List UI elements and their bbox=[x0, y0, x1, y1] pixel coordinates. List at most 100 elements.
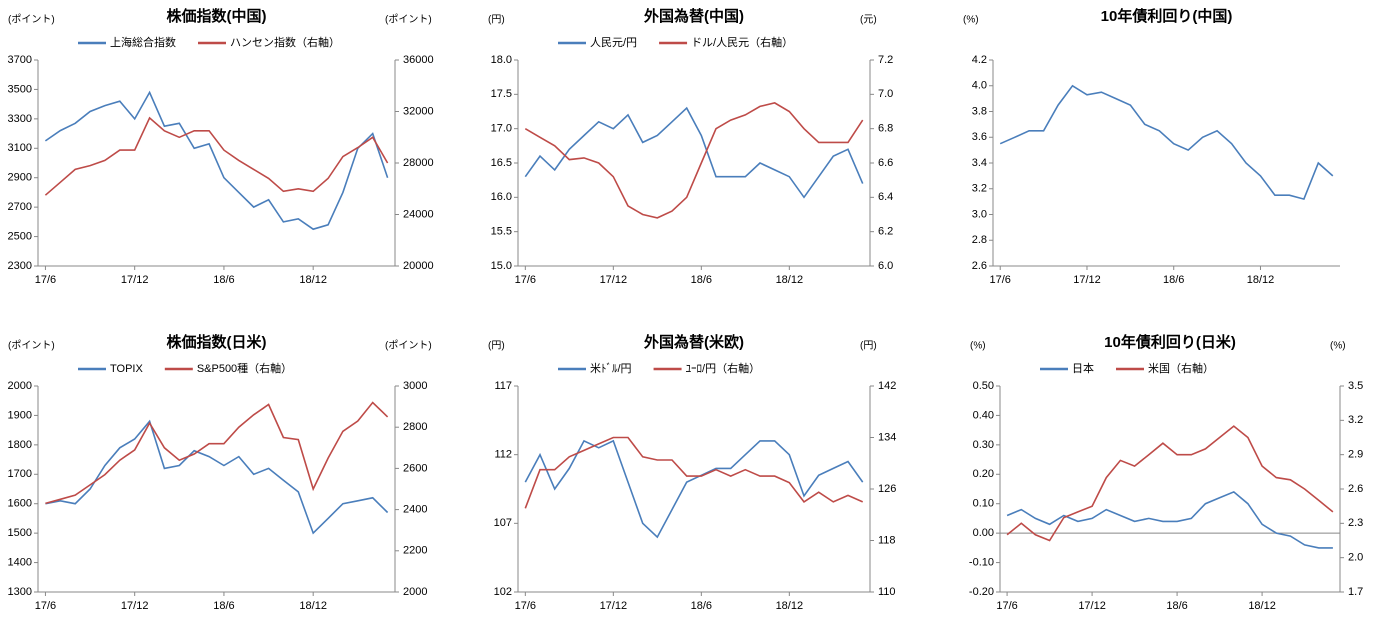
y-tick-label: 0.00 bbox=[973, 527, 994, 539]
y2-tick-label: 3000 bbox=[403, 380, 427, 392]
y-tick-label: 2300 bbox=[8, 260, 32, 272]
y2-tick-label: 1.7 bbox=[1348, 586, 1363, 598]
y-axis-label: (円) bbox=[488, 15, 505, 26]
y2-tick-label: 36000 bbox=[403, 54, 434, 66]
y2-axis-label: (%) bbox=[1330, 341, 1346, 352]
y-axis-label: (ポイント) bbox=[8, 14, 55, 26]
x-tick-label: 17/12 bbox=[600, 274, 628, 286]
y2-tick-label: 2.0 bbox=[1348, 552, 1363, 564]
y-tick-label: 3.2 bbox=[972, 183, 987, 195]
y2-tick-label: 24000 bbox=[403, 208, 434, 220]
chart-title: 株価指数(中国) bbox=[167, 7, 267, 25]
y2-tick-label: 2200 bbox=[403, 545, 427, 557]
series-line bbox=[45, 419, 389, 535]
x-tick-label: 18/12 bbox=[1248, 600, 1276, 612]
y2-tick-label: 7.2 bbox=[878, 54, 893, 66]
x-tick-label: 18/6 bbox=[691, 600, 712, 612]
y-tick-label: 3100 bbox=[8, 142, 32, 154]
legend-label: 上海総合指数 bbox=[110, 35, 176, 49]
y-tick-label: 102 bbox=[494, 586, 512, 598]
legend-label: ﾕｰﾛ/円（右軸） bbox=[686, 361, 761, 375]
y2-tick-label: 20000 bbox=[403, 260, 434, 272]
series-line bbox=[44, 116, 389, 196]
y-tick-label: 107 bbox=[494, 517, 512, 529]
y-axis-label: (%) bbox=[963, 15, 979, 26]
y-tick-label: 18.0 bbox=[491, 54, 512, 66]
y-tick-label: -0.20 bbox=[969, 586, 994, 598]
legend-label: 日本 bbox=[1072, 361, 1094, 375]
x-tick-label: 18/6 bbox=[1163, 274, 1184, 286]
y2-tick-label: 2800 bbox=[403, 421, 427, 433]
y-tick-label: 16.0 bbox=[491, 191, 512, 203]
y-tick-label: 0.20 bbox=[973, 468, 994, 480]
y2-tick-label: 118 bbox=[878, 534, 896, 546]
chart-title: 10年債利回り(日米) bbox=[1104, 333, 1236, 351]
series-line bbox=[999, 84, 1334, 201]
y-tick-label: 112 bbox=[494, 449, 512, 461]
series-line bbox=[1006, 490, 1333, 549]
y2-tick-label: 6.4 bbox=[878, 191, 893, 203]
series-line bbox=[1006, 425, 1334, 542]
legend-label: 人民元/円 bbox=[590, 36, 637, 49]
y-tick-label: 15.0 bbox=[491, 260, 512, 272]
y-tick-label: 3.6 bbox=[972, 131, 987, 143]
x-tick-label: 18/6 bbox=[213, 274, 234, 286]
y2-tick-label: 2000 bbox=[403, 586, 427, 598]
y2-tick-label: 2400 bbox=[403, 504, 427, 516]
y-tick-label: 3.0 bbox=[972, 208, 987, 220]
y2-tick-label: 142 bbox=[878, 380, 896, 392]
y2-tick-label: 2600 bbox=[403, 462, 427, 474]
y-tick-label: 3.4 bbox=[972, 157, 987, 169]
legend-label: ドル/人民元（右軸） bbox=[691, 35, 793, 49]
y2-tick-label: 32000 bbox=[403, 105, 434, 117]
y2-tick-label: 6.6 bbox=[878, 157, 893, 169]
legend-label: 米国（右軸） bbox=[1148, 361, 1214, 375]
legend-label: S&P500種（右軸） bbox=[197, 361, 292, 375]
y2-tick-label: 134 bbox=[878, 431, 896, 443]
y2-tick-label: 126 bbox=[878, 483, 896, 495]
y-tick-label: 17.5 bbox=[491, 88, 512, 100]
y-tick-label: 0.10 bbox=[973, 498, 994, 510]
y-tick-label: 0.40 bbox=[973, 409, 994, 421]
y-tick-label: 0.50 bbox=[973, 380, 994, 392]
y-tick-label: 2500 bbox=[8, 230, 32, 242]
x-tick-label: 17/6 bbox=[996, 600, 1017, 612]
x-tick-label: 17/12 bbox=[1078, 600, 1106, 612]
y-tick-label: 4.0 bbox=[972, 80, 987, 92]
y2-tick-label: 3.5 bbox=[1348, 380, 1363, 392]
y-tick-label: 17.0 bbox=[491, 123, 512, 135]
y2-tick-label: 7.0 bbox=[878, 88, 893, 100]
legend-label: ハンセン指数（右軸） bbox=[230, 35, 340, 49]
y-tick-label: 0.30 bbox=[973, 439, 994, 451]
x-tick-label: 17/6 bbox=[990, 274, 1011, 286]
y-tick-label: 1500 bbox=[8, 527, 32, 539]
y2-tick-label: 3.2 bbox=[1348, 414, 1363, 426]
y-tick-label: 3.8 bbox=[972, 105, 987, 117]
y2-tick-label: 6.2 bbox=[878, 226, 893, 238]
y-tick-label: 1700 bbox=[8, 468, 32, 480]
y-tick-label: 1900 bbox=[8, 409, 32, 421]
y-axis-label: (円) bbox=[488, 341, 505, 352]
x-tick-label: 18/6 bbox=[213, 600, 234, 612]
y2-tick-label: 6.8 bbox=[878, 123, 893, 135]
x-tick-label: 18/12 bbox=[299, 600, 327, 612]
y-tick-label: 2.8 bbox=[972, 234, 987, 246]
x-tick-label: 17/6 bbox=[515, 274, 536, 286]
y-tick-label: 1600 bbox=[8, 498, 32, 510]
chart-title: 株価指数(日米) bbox=[167, 333, 267, 351]
y-tick-label: 3500 bbox=[8, 83, 32, 95]
x-tick-label: 18/12 bbox=[776, 600, 804, 612]
series-line bbox=[45, 401, 389, 505]
legend-label: TOPIX bbox=[110, 363, 143, 375]
y-tick-label: 2000 bbox=[8, 380, 32, 392]
y2-axis-label: (ポイント) bbox=[385, 14, 432, 26]
y2-axis-label: (元) bbox=[860, 15, 877, 26]
x-tick-label: 18/12 bbox=[776, 274, 804, 286]
y-axis-label: (ポイント) bbox=[8, 340, 55, 352]
y2-tick-label: 110 bbox=[878, 586, 896, 598]
series-line bbox=[524, 106, 864, 199]
series-line bbox=[524, 439, 864, 539]
series-line bbox=[524, 436, 864, 509]
y-tick-label: 117 bbox=[494, 380, 512, 392]
